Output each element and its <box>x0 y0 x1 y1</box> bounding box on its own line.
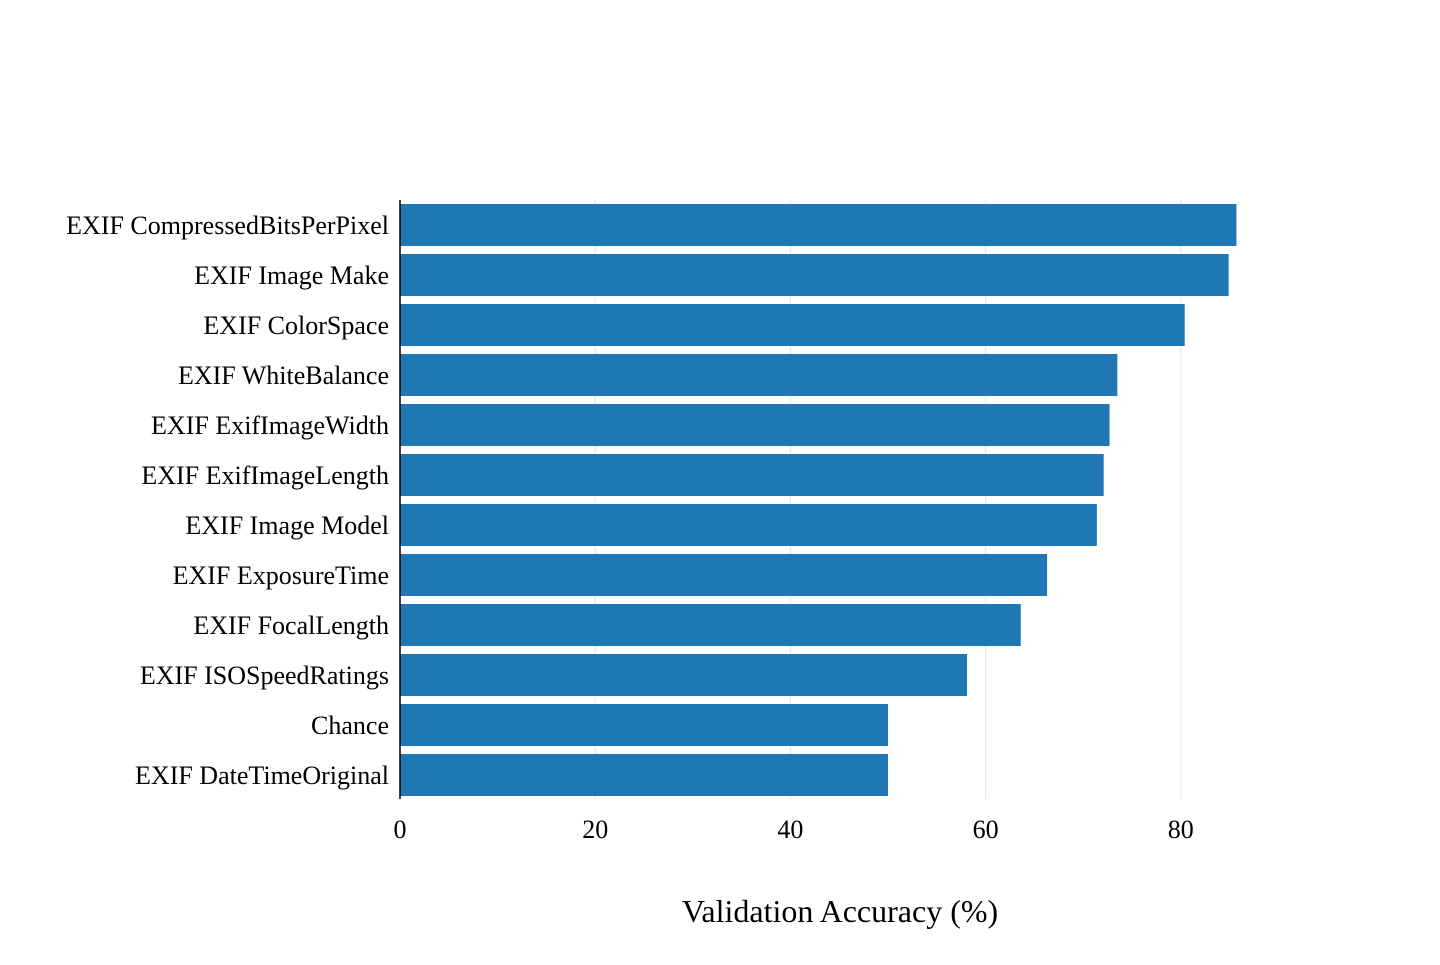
bar <box>400 304 1185 346</box>
x-tick-labels: 0 20 40 60 80 <box>394 815 1194 844</box>
category-label: EXIF ColorSpace <box>203 311 389 340</box>
category-label: EXIF ExifImageWidth <box>151 411 389 440</box>
x-axis-title: Validation Accuracy (%) <box>682 893 998 929</box>
x-tick-label: 20 <box>582 815 608 844</box>
category-label: EXIF Image Model <box>185 511 389 540</box>
category-label: EXIF ExposureTime <box>173 561 389 590</box>
bar <box>400 604 1021 646</box>
bar <box>400 654 968 696</box>
bar <box>400 504 1097 546</box>
category-label: Chance <box>311 711 389 740</box>
x-tick-label: 60 <box>973 815 999 844</box>
category-label: EXIF ExifImageLength <box>141 461 389 490</box>
x-tick-label: 0 <box>394 815 407 844</box>
category-label: EXIF ISOSpeedRatings <box>140 661 389 690</box>
bar <box>400 454 1104 496</box>
bar <box>400 204 1237 246</box>
category-label: EXIF DateTimeOriginal <box>135 761 389 790</box>
category-labels: EXIF CompressedBitsPerPixel EXIF Image Ma… <box>66 211 389 790</box>
bar <box>400 404 1110 446</box>
bar <box>400 554 1048 596</box>
category-label: EXIF WhiteBalance <box>178 361 389 390</box>
bars <box>400 204 1237 796</box>
bar <box>400 354 1118 396</box>
category-label: EXIF Image Make <box>194 261 389 290</box>
category-label: EXIF CompressedBitsPerPixel <box>66 211 389 240</box>
grid-lines <box>594 200 1182 799</box>
x-tick-label: 40 <box>777 815 803 844</box>
category-label: EXIF FocalLength <box>193 611 389 640</box>
bar <box>400 254 1229 296</box>
bar <box>400 704 888 746</box>
x-tick-label: 80 <box>1168 815 1194 844</box>
bar <box>400 754 888 796</box>
